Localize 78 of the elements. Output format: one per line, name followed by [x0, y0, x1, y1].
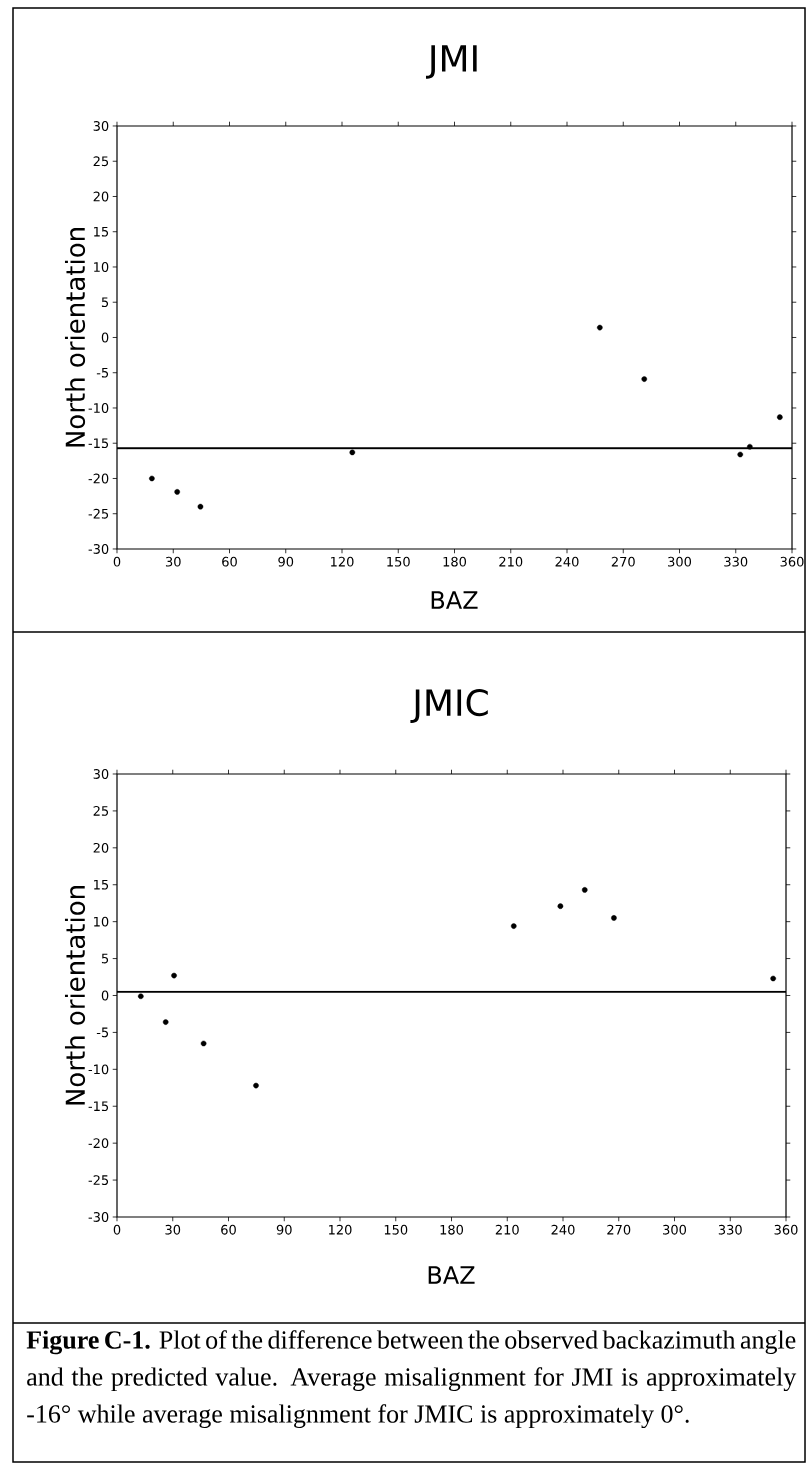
- x-tick-label: 270: [607, 1224, 631, 1235]
- x-axis-title: BAZ: [428, 1266, 475, 1284]
- x-tick-label: 30: [165, 1224, 181, 1235]
- x-tick-label: 120: [329, 1224, 352, 1235]
- chart-title: JMI: [425, 45, 477, 79]
- y-tick-label: 0: [101, 990, 109, 1001]
- point: [149, 475, 155, 482]
- point: [747, 443, 753, 450]
- y-tick-label: -5: [96, 1027, 109, 1038]
- y-tick-label: -30: [88, 544, 109, 554]
- x-tick-label: 0: [113, 1224, 121, 1235]
- y-tick-label: -15: [88, 438, 109, 449]
- chart-title: JMIC: [410, 689, 488, 723]
- x-tick-label: 150: [384, 1224, 408, 1235]
- point: [137, 993, 144, 1000]
- y-axis-title: North orientation: [64, 886, 86, 1105]
- point: [253, 1082, 259, 1089]
- x-tick-label: 360: [780, 556, 804, 567]
- point: [597, 324, 603, 331]
- x-tick-label: 60: [222, 556, 237, 567]
- point: [510, 923, 517, 929]
- x-tick-label: 360: [774, 1224, 798, 1235]
- y-tick-label: -20: [88, 473, 109, 484]
- point: [200, 1040, 207, 1047]
- point: [197, 503, 204, 510]
- y-tick-label: 10: [94, 262, 109, 272]
- y-tick-label: -10: [88, 1064, 109, 1075]
- y-tick-label: 30: [93, 769, 109, 779]
- y-tick-label: -25: [88, 508, 109, 519]
- x-tick-label: 240: [555, 556, 579, 567]
- y-tick-label: 15: [94, 879, 109, 890]
- y-tick-label: 10: [94, 916, 109, 927]
- point: [171, 972, 177, 979]
- x-tick-label: 60: [221, 1224, 236, 1235]
- x-tick-label: 270: [611, 556, 635, 567]
- y-tick-label: 25: [93, 156, 109, 167]
- y-tick-label: 15: [94, 226, 109, 237]
- x-tick-label: 90: [276, 1224, 292, 1235]
- x-tick-label: 90: [278, 556, 294, 567]
- y-tick-label: 25: [93, 806, 109, 816]
- y-tick-label: -30: [88, 1212, 109, 1222]
- point: [770, 975, 776, 982]
- y-tick-label: -15: [88, 1101, 109, 1112]
- y-tick-label: 20: [93, 842, 109, 853]
- text: Figure C-1. Plot of the difference between the observed backazimuth angle and the predicted value. Average misalignment for JMI is approximately -16° while average misalignment for JMIC is approximately 0°.: [26, 1330, 797, 1429]
- x-tick-label: 210: [495, 1224, 519, 1235]
- y-axis-title: North orientation: [64, 228, 86, 447]
- point: [611, 915, 617, 921]
- x-tick-label: 180: [440, 1224, 464, 1235]
- x-tick-label: 0: [113, 556, 121, 567]
- y-tick-label: 20: [93, 191, 109, 202]
- point: [174, 489, 180, 495]
- point: [349, 449, 356, 456]
- x-tick-label: 300: [668, 556, 692, 567]
- x-tick-label: 240: [551, 1224, 575, 1235]
- point: [641, 376, 648, 382]
- x-axis-title: BAZ: [431, 591, 478, 609]
- y-tick-label: 0: [101, 332, 109, 343]
- x-tick-label: 330: [718, 1224, 742, 1235]
- y-tick-label: 5: [101, 297, 109, 308]
- x-tick-label: 330: [724, 556, 748, 567]
- x-tick-label: 210: [499, 556, 523, 567]
- x-tick-label: 120: [331, 556, 354, 567]
- point: [737, 451, 744, 458]
- x-tick-label: 150: [387, 556, 410, 567]
- x-tick-label: 300: [663, 1224, 687, 1235]
- y-tick-label: -10: [88, 403, 109, 413]
- point: [557, 903, 564, 909]
- y-tick-label: 5: [101, 953, 109, 964]
- point: [777, 414, 783, 420]
- y-tick-label: -20: [88, 1138, 109, 1149]
- x-tick-label: 30: [165, 556, 181, 567]
- x-tick-label: 180: [443, 556, 467, 567]
- y-tick-label: -25: [88, 1175, 109, 1185]
- y-tick-label: 30: [93, 121, 109, 131]
- point: [162, 1019, 169, 1025]
- y-tick-label: -5: [96, 367, 109, 378]
- point: [581, 887, 588, 893]
